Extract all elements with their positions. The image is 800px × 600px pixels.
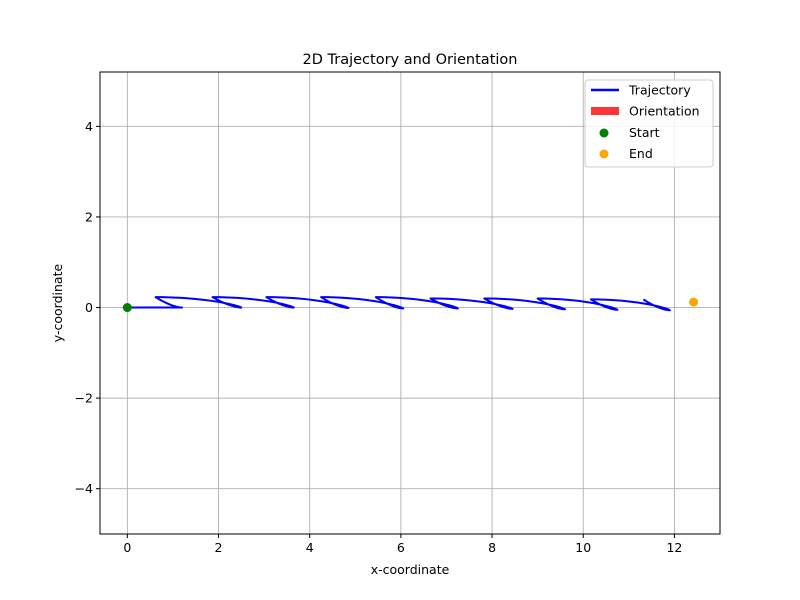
legend-orientation-swatch (591, 107, 619, 115)
axes-frame (99, 71, 721, 535)
start-point (122, 303, 132, 313)
legend-trajectory-label: Trajectory (628, 83, 691, 98)
end-point (689, 297, 699, 307)
x-tick-label: 6 (397, 540, 405, 555)
grid (100, 72, 720, 534)
y-axis-label: y-coordinate (50, 264, 65, 343)
x-tick-label: 8 (488, 540, 496, 555)
x-tick-label: 10 (575, 540, 591, 555)
y-tick-label: 2 (85, 209, 93, 224)
legend-orientation-label: Orientation (629, 104, 700, 119)
legend-end-label: End (629, 146, 653, 161)
legend-end-swatch (599, 149, 609, 159)
y-tick-label: 0 (85, 300, 93, 315)
plot-area (122, 296, 699, 313)
x-axis-label: x-coordinate (371, 562, 450, 577)
x-tick-label: 12 (666, 540, 682, 555)
legend: Trajectory Orientation Start End (584, 79, 714, 168)
y-tick-label: 4 (85, 119, 93, 134)
x-tick-label: 4 (306, 540, 314, 555)
x-tick-label: 0 (123, 540, 131, 555)
trajectory-line (127, 296, 671, 312)
legend-box (584, 79, 714, 168)
chart-title: 2D Trajectory and Orientation (303, 52, 518, 68)
y-tick-label: −4 (75, 481, 93, 496)
y-tick-label: −2 (75, 391, 93, 406)
ticks: 0 2 4 6 8 10 12 −4 −2 0 2 4 (75, 119, 683, 555)
legend-start-label: Start (629, 125, 660, 140)
legend-start-swatch (599, 128, 609, 138)
x-tick-label: 2 (215, 540, 223, 555)
